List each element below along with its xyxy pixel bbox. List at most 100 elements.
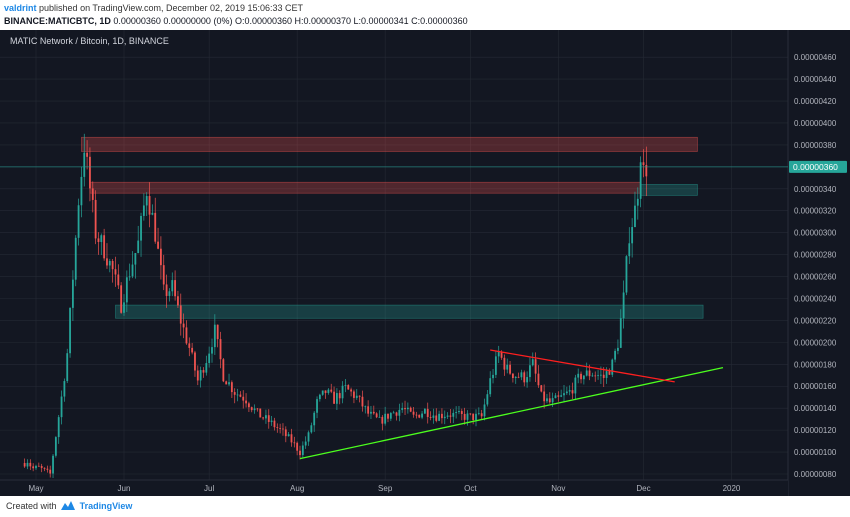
candle-body	[208, 353, 211, 364]
y-tick-label: 0.00000100	[794, 448, 837, 457]
time-axis[interactable]: May Jun Jul Aug Sep Oct Nov Dec 2020	[0, 479, 788, 496]
candle-body	[293, 442, 296, 444]
candle-body	[364, 406, 367, 408]
candle-body	[480, 413, 483, 417]
candle-body	[619, 318, 622, 348]
candle-body	[333, 391, 335, 404]
x-tick-label: Sep	[378, 484, 393, 493]
price-zones	[81, 136, 704, 319]
candle-body	[86, 152, 89, 157]
chart-header: valdrint published on TradingView.com, D…	[0, 0, 850, 30]
candle-body	[404, 408, 406, 410]
candle-body	[265, 415, 267, 419]
candle-body	[83, 152, 86, 177]
candle-body	[40, 466, 43, 468]
y-tick-label: 0.00000400	[794, 119, 837, 128]
candle-body	[347, 385, 350, 390]
candle-body	[614, 350, 617, 360]
candle-body	[472, 413, 475, 421]
candle-body	[211, 347, 213, 354]
candle-body	[242, 396, 245, 401]
candle-body	[353, 391, 355, 398]
price-chart[interactable]: 0.00000080 0.00000100 0.00000120 0.00000140…	[0, 30, 850, 496]
candle-body	[35, 465, 37, 469]
candle-body	[310, 425, 313, 433]
support-zone-mid	[640, 184, 698, 196]
author-link[interactable]: valdrint	[4, 3, 37, 13]
candle-body	[321, 390, 324, 395]
candle-body	[225, 381, 228, 385]
candle-body	[494, 356, 497, 375]
tradingview-brand-link[interactable]: TradingView	[79, 501, 133, 511]
candle-body	[341, 385, 344, 399]
candle-body	[361, 396, 364, 407]
candle-body	[162, 265, 165, 285]
candle-body	[574, 377, 577, 394]
x-tick-label: Nov	[551, 484, 565, 493]
y-tick-label: 0.00000120	[794, 426, 837, 435]
candle-body	[114, 269, 117, 275]
candle-body	[301, 445, 304, 456]
candle-body	[531, 359, 534, 366]
candle-body	[273, 420, 276, 428]
candle-body	[185, 327, 188, 344]
candle-body	[267, 415, 270, 422]
symbol-label: BINANCE:MATICBTC, 1D	[4, 16, 111, 26]
candle-body	[199, 370, 202, 381]
resistance-zone-top	[81, 136, 698, 152]
candle-body	[284, 429, 287, 437]
time-axis-band	[0, 480, 788, 496]
candle-body	[543, 391, 546, 402]
candle-body	[276, 427, 279, 428]
candle-body	[489, 378, 492, 395]
candle-body	[395, 412, 398, 416]
candle-body	[642, 162, 645, 165]
candle-body	[500, 351, 503, 358]
candle-body	[449, 415, 452, 417]
y-tick-label: 0.00000180	[794, 360, 837, 369]
trend-lines	[299, 349, 724, 460]
candle-body	[29, 462, 32, 467]
candle-body	[546, 398, 548, 402]
candle-body	[370, 411, 372, 414]
candle-body	[580, 373, 582, 380]
candle-body	[372, 411, 375, 414]
candle-body	[497, 351, 500, 357]
candle-body	[233, 392, 236, 395]
candle-body	[554, 395, 557, 399]
candle-body	[514, 376, 517, 378]
candle-body	[253, 408, 256, 411]
candle-body	[591, 375, 594, 377]
candle-body	[551, 398, 554, 403]
candle-body	[571, 390, 574, 394]
candle-body	[213, 324, 216, 348]
candle-body	[307, 432, 310, 442]
candle-body	[421, 413, 423, 418]
candle-body	[37, 465, 40, 467]
candle-body	[358, 395, 361, 397]
x-tick-label: Oct	[464, 484, 477, 493]
x-tick-label: 2020	[723, 484, 741, 493]
candle-body	[625, 256, 628, 293]
candle-body	[123, 302, 125, 313]
candle-body	[69, 307, 71, 354]
x-tick-label: Dec	[636, 484, 650, 493]
candle-body	[245, 400, 247, 404]
y-tick-label: 0.00000220	[794, 316, 837, 325]
candle-body	[560, 395, 563, 397]
candle-body	[94, 199, 97, 239]
candle-body	[565, 391, 568, 394]
candle-body	[520, 372, 523, 378]
y-tick-label: 0.00000300	[794, 229, 837, 238]
candle-body	[154, 212, 157, 242]
candle-body	[32, 466, 35, 469]
candle-body	[463, 413, 466, 420]
candle-body	[324, 390, 327, 393]
candle-body	[375, 413, 378, 418]
candle-body	[443, 416, 446, 419]
plot-area[interactable]	[0, 30, 788, 496]
y-tick-label: 0.00000460	[794, 53, 837, 62]
candle-body	[120, 285, 123, 313]
candle-body	[219, 339, 222, 360]
y-tick-label: 0.00000260	[794, 273, 837, 282]
